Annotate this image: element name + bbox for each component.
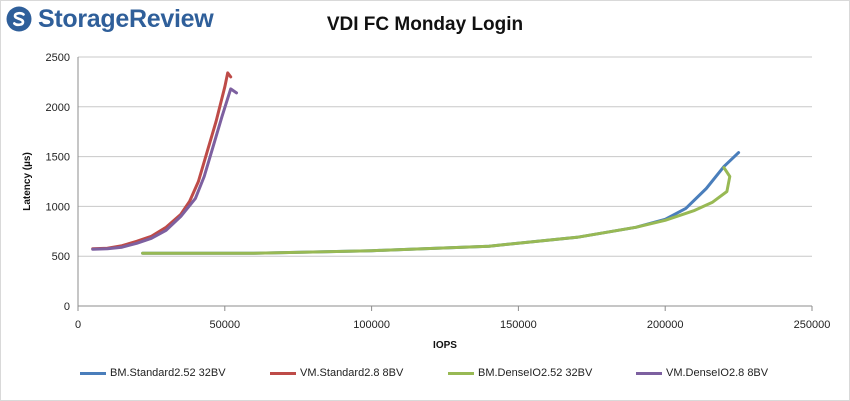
x-axis-title: IOPS (433, 340, 457, 351)
brand-logo: StorageReview (6, 4, 214, 34)
chart-title: VDI FC Monday Login (326, 14, 524, 35)
legend-label: VM.DenseIO2.8 8BV (666, 367, 769, 379)
legend-label: BM.DenseIO2.52 32BV (478, 367, 593, 379)
chart-legend: BM.Standard2.52 32BV VM.Standard2.8 8BV BM… (0, 367, 850, 387)
y-axis-title: Latency (µs) (22, 152, 33, 211)
legend-item: BM.Standard2.52 32BV (80, 367, 226, 379)
storagereview-logo-icon (6, 6, 32, 32)
series-line-2 (91, 71, 233, 251)
x-tick-label: 150000 (500, 319, 537, 331)
series-line-1 (141, 151, 741, 255)
legend-item: BM.DenseIO2.52 32BV (448, 367, 592, 379)
x-tick-label: 200000 (647, 319, 684, 331)
x-tick-label: 100000 (353, 319, 390, 331)
legend-swatch (636, 371, 662, 375)
y-tick-label: 2000 (46, 102, 70, 114)
x-tick-label: 250000 (794, 319, 831, 331)
y-tick-label: 0 (64, 301, 70, 313)
legend-swatch (448, 371, 474, 375)
y-tick-label: 2500 (46, 52, 70, 64)
legend-item: VM.Standard2.8 8BV (270, 367, 403, 379)
legend-swatch (270, 371, 296, 375)
y-tick-label: 1000 (46, 201, 70, 213)
legend-item: VM.DenseIO2.8 8BV (636, 367, 768, 379)
y-tick-label: 500 (52, 251, 70, 263)
series-line-3 (141, 166, 732, 255)
brand-name: StorageReview (38, 4, 214, 33)
legend-label: VM.Standard2.8 8BV (300, 367, 404, 379)
x-tick-label: 50000 (210, 319, 241, 331)
series-line-4 (91, 87, 238, 251)
legend-label: BM.Standard2.52 32BV (110, 367, 226, 379)
x-tick-label: 0 (75, 319, 81, 331)
legend-swatch (80, 371, 106, 375)
y-tick-label: 1500 (46, 152, 70, 164)
